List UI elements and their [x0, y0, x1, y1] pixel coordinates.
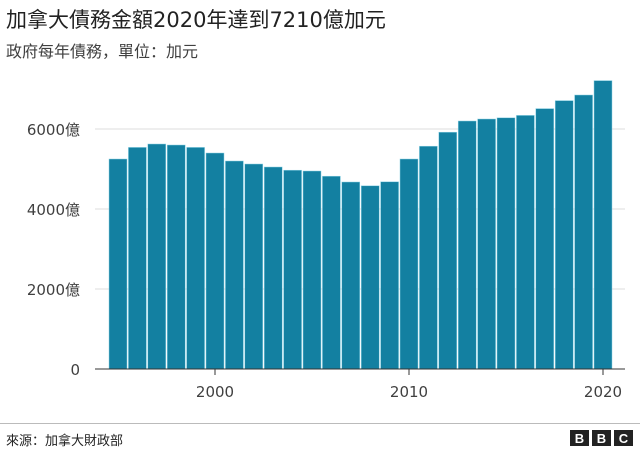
footer-divider: [0, 423, 640, 424]
bar-1998: [166, 144, 186, 370]
bar-2020: [593, 80, 613, 370]
x-tick-label: 2000: [196, 383, 234, 401]
bar-2009: [380, 181, 399, 370]
bar-2004: [283, 169, 302, 370]
bar-2001: [225, 160, 244, 370]
bar-2014: [477, 118, 496, 370]
bar-2006: [322, 175, 341, 370]
bar-chart: 0 2000億 4000億 6000億 2000 2010 2020: [27, 80, 625, 401]
bar-2013: [457, 120, 477, 370]
bar-2007: [341, 181, 361, 370]
x-tick-label: 2020: [584, 383, 622, 401]
y-tick-label: 2000億: [27, 281, 80, 299]
source-note: 來源：加拿大財政部: [6, 434, 124, 449]
chart-title: 加拿大債務金額2020年達到7210億加元: [6, 8, 386, 32]
bar-2011: [419, 145, 438, 370]
x-tick-label: 2010: [390, 383, 428, 401]
bar-1995: [108, 158, 128, 370]
bar-2002: [244, 163, 264, 370]
bar-2012: [438, 131, 458, 370]
bar-1996: [128, 147, 147, 370]
bar-2008: [360, 185, 380, 370]
y-tick-label: 0: [70, 361, 80, 379]
bar-1997: [147, 143, 167, 370]
bar-2015: [496, 117, 516, 370]
bar-2016: [516, 115, 535, 370]
bar-1999: [186, 147, 205, 370]
bar-2003: [263, 166, 283, 370]
bar-2018: [554, 100, 574, 370]
bar-2019: [574, 94, 593, 370]
bar-2010: [399, 158, 419, 370]
chart-subtitle: 政府每年債務，單位：加元: [6, 42, 199, 61]
y-tick-label: 6000億: [27, 121, 80, 139]
bar-2005: [302, 170, 322, 370]
bar-2017: [535, 108, 555, 370]
bar-2000: [205, 152, 225, 370]
y-tick-label: 4000億: [27, 201, 80, 219]
